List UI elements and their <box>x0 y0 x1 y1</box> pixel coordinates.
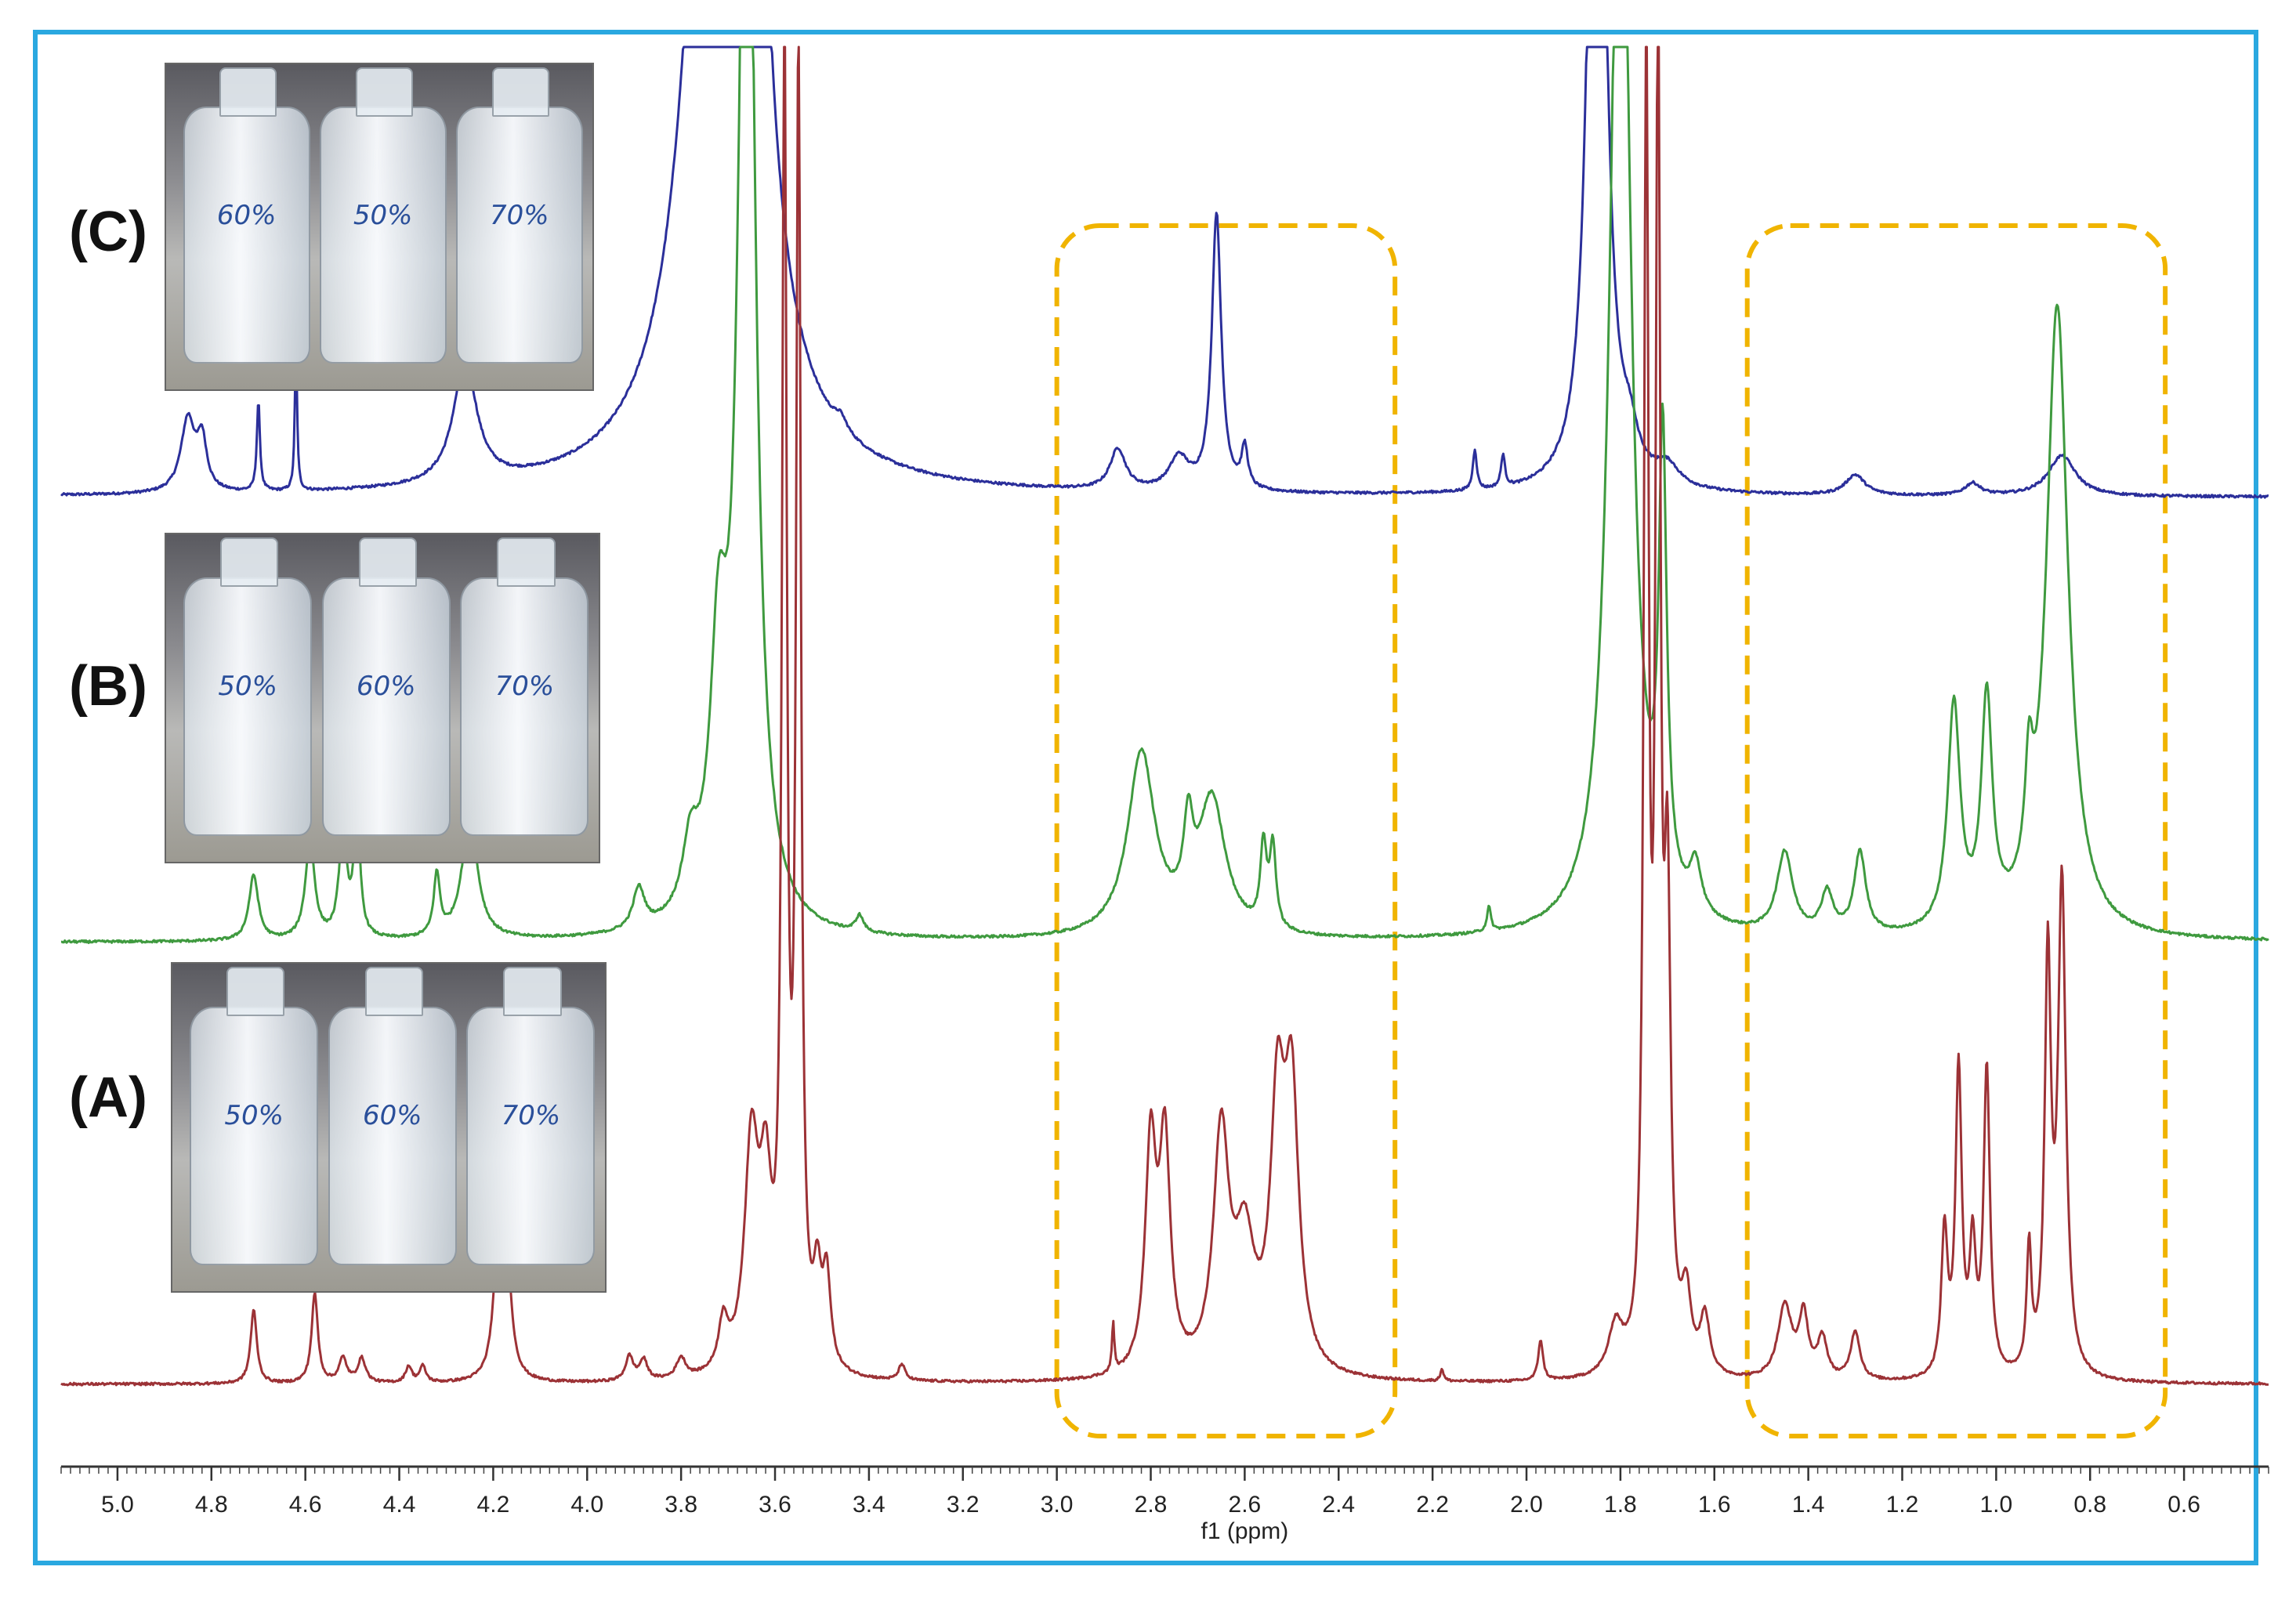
x-tick-label: 0.6 <box>2167 1492 2200 1518</box>
x-tick-label: 3.6 <box>759 1492 791 1518</box>
vial: 60% <box>328 967 457 1265</box>
panel-label-a: (A) <box>69 1066 147 1129</box>
vial-photo-a: 50% 60% 70% <box>171 962 607 1293</box>
x-tick-label: 3.0 <box>1041 1492 1074 1518</box>
x-axis: 5.0 4.8 4.6 4.4 4.2 4.0 3.8 3.6 3.4 3.2 3.0 2.8 2.6 2… <box>60 1465 2269 1544</box>
x-tick-label: 1.4 <box>1792 1492 1825 1518</box>
vial: 50% <box>183 537 313 836</box>
figure-frame <box>33 30 2258 1565</box>
spectra-group <box>60 45 2269 1387</box>
spectrum-c <box>60 45 2269 499</box>
highlight-region-2 <box>1744 223 2168 1438</box>
x-tick-label: 4.4 <box>383 1492 416 1518</box>
x-tick-label: 5.0 <box>101 1492 134 1518</box>
vial-label: 70% <box>494 670 555 702</box>
panel-label-c: (C) <box>69 201 147 263</box>
x-tick-label: 1.2 <box>1886 1492 1919 1518</box>
x-tick-label: 1.6 <box>1698 1492 1731 1518</box>
x-tick-label: 2.6 <box>1229 1492 1262 1518</box>
x-tick-label: 1.0 <box>1980 1492 2013 1518</box>
vial-label: 60% <box>356 670 416 702</box>
vial-label: 50% <box>353 199 413 231</box>
x-tick-label: 2.0 <box>1510 1492 1543 1518</box>
highlight-region-1 <box>1054 223 1398 1438</box>
vial: 70% <box>455 67 583 364</box>
spectrum-a <box>60 45 2269 1387</box>
panel-label-b: (B) <box>69 655 147 718</box>
vial-photo-c: 60% 50% 70% <box>165 63 594 391</box>
x-tick-label: 1.8 <box>1604 1492 1637 1518</box>
x-tick-label: 2.2 <box>1416 1492 1449 1518</box>
vial-label: 50% <box>224 1099 284 1131</box>
vial-photo-b: 50% 60% 70% <box>165 533 600 863</box>
vial: 50% <box>319 67 447 364</box>
vial-label: 70% <box>489 199 549 231</box>
x-axis-ticks: 5.0 4.8 4.6 4.4 4.2 4.0 3.8 3.6 3.4 3.2 3.0 2.8 2.6 2… <box>60 1467 2269 1518</box>
spectrum-b <box>60 45 2269 944</box>
vial-label: 60% <box>362 1099 422 1131</box>
vial-label: 60% <box>216 199 277 231</box>
x-tick-label: 3.8 <box>665 1492 697 1518</box>
vial: 70% <box>466 967 596 1265</box>
vial-label: 50% <box>218 670 277 702</box>
vial: 70% <box>460 537 589 836</box>
x-tick-label: 4.8 <box>195 1492 228 1518</box>
x-axis-label: f1 (ppm) <box>1201 1518 1289 1544</box>
x-tick-label: 4.6 <box>289 1492 322 1518</box>
x-tick-label: 2.4 <box>1322 1492 1355 1518</box>
vial: 50% <box>190 967 319 1265</box>
x-tick-label: 4.2 <box>477 1492 510 1518</box>
x-tick-label: 3.2 <box>947 1492 980 1518</box>
vial: 60% <box>183 67 310 364</box>
highlight-regions <box>1054 223 2168 1438</box>
vial: 60% <box>321 537 451 836</box>
x-tick-label: 3.4 <box>853 1492 885 1518</box>
x-tick-label: 2.8 <box>1135 1492 1168 1518</box>
x-tick-label: 0.8 <box>2073 1492 2106 1518</box>
x-tick-label: 4.0 <box>570 1492 603 1518</box>
vial-label: 70% <box>501 1099 561 1131</box>
